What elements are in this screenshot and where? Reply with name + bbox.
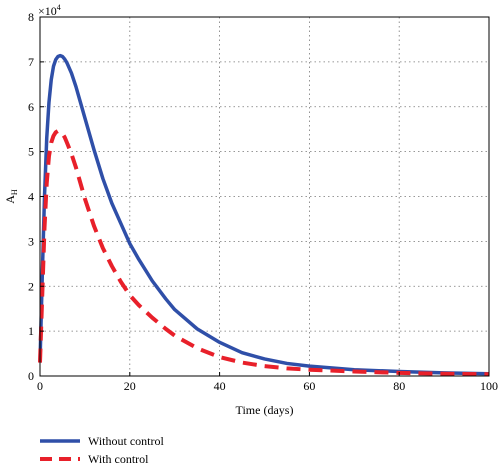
y-axis-label-main: A [3,195,17,204]
y-tick-label: 1 [28,324,34,338]
series-line-with-control [38,128,490,377]
series-line-without-control [38,53,490,376]
y-tick-label: 4 [28,190,34,204]
x-tick-label: 0 [37,379,43,393]
ticks: 0 20 40 60 80 100 0 1 2 3 4 5 6 7 8 [28,10,498,393]
y-axis-multiplier-base: ×10 [38,4,57,18]
y-axis-multiplier-exponent: 4 [57,3,61,12]
y-axis-multiplier: ×104 [38,3,61,18]
series-layer [38,53,490,377]
y-tick-label: 0 [28,369,34,383]
x-tick-label: 40 [214,379,226,393]
grid [40,17,489,376]
y-tick-label: 2 [28,279,34,293]
y-tick-label: 6 [28,100,34,114]
y-tick-label: 5 [28,145,34,159]
legend-label: Without control [88,434,165,448]
y-axis-label: AH [3,189,19,204]
x-tick-label: 20 [124,379,136,393]
x-tick-label: 60 [303,379,315,393]
y-tick-label: 3 [28,234,34,248]
y-axis-label-sub: H [10,189,19,195]
y-tick-label: 8 [28,10,34,24]
x-tick-label: 100 [480,379,498,393]
x-tick-label: 80 [393,379,405,393]
legend-label: With control [88,452,149,466]
x-axis-label: Time (days) [236,403,294,417]
y-tick-label: 7 [28,55,34,69]
legend: Without control With control [40,434,165,466]
plot-frame [39,16,490,377]
